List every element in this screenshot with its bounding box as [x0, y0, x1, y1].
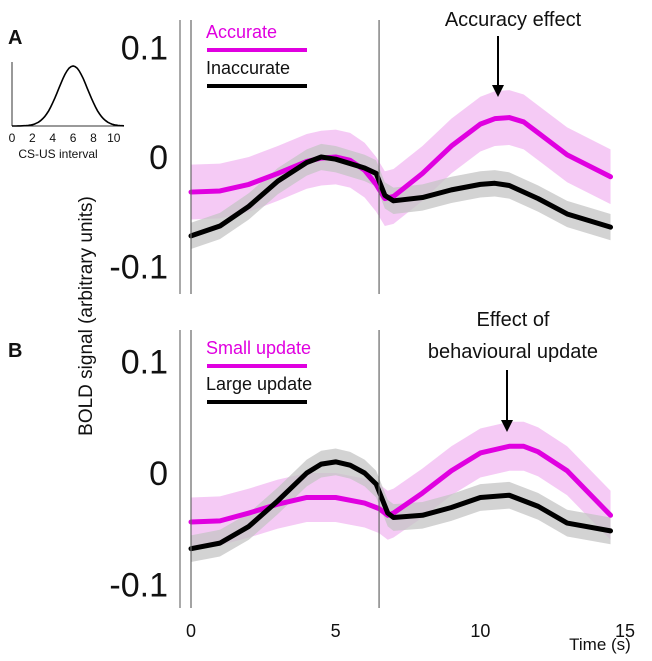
inset-tick-label: 10: [107, 131, 121, 145]
y-tick-label: -0.1: [109, 566, 168, 604]
inset-x-label: CS-US interval: [18, 147, 97, 161]
y-axis-label: BOLD signal (arbitrary units): [76, 196, 97, 436]
annotation-text: behavioural update: [428, 341, 598, 363]
panel-a: 0.1 0 -0.1 Accurate Inaccurate Accuracy effec…: [109, 9, 614, 294]
arrow-head: [501, 420, 513, 432]
x-tick-label: 15: [615, 621, 635, 641]
x-tick-label: 0: [186, 621, 196, 641]
panel-label-a: A: [8, 27, 22, 49]
inset-tick-label: 0: [9, 131, 16, 145]
x-axis-label: Time (s): [569, 635, 631, 654]
annotation-text: Effect of: [476, 309, 549, 331]
series-line-large-update: [188, 459, 614, 552]
inset-plot: 0 2 4 6 8 10 CS-US interval: [9, 62, 125, 161]
panel-b: 0.1 0 -0.1 Small update Large update Effect o…: [109, 309, 614, 608]
legend-label: Small update: [206, 338, 311, 358]
x-tick-label: 5: [331, 621, 341, 641]
inset-gaussian-curve: [12, 65, 125, 127]
inset-tick-label: 6: [70, 131, 77, 145]
inset-tick-label: 8: [90, 131, 97, 145]
confidence-band-small-update: [191, 421, 611, 547]
legend-label: Accurate: [206, 22, 277, 42]
confidence-band-accurate: [191, 90, 611, 227]
inset-tick-label: 2: [29, 131, 36, 145]
y-tick-label: 0: [149, 139, 168, 177]
legend-label: Inaccurate: [206, 58, 290, 78]
inset-tick-label: 4: [49, 131, 56, 145]
x-tick-label: 10: [470, 621, 490, 641]
y-tick-label: 0: [149, 455, 168, 493]
y-tick-label: 0.1: [121, 344, 168, 382]
series-line-accurate: [188, 115, 614, 202]
plot-layer: 0.1 0 -0.1 Accurate Inaccurate Accuracy effec…: [109, 9, 635, 641]
x-axis-ticks: 0 5 10 15: [186, 621, 635, 641]
annotation-text: Accuracy effect: [445, 9, 582, 31]
legend-label: Large update: [206, 374, 312, 394]
series-line-inaccurate: [188, 154, 614, 239]
y-tick-label: 0.1: [121, 29, 168, 67]
y-tick-label: -0.1: [109, 249, 168, 287]
arrow-head: [492, 85, 504, 97]
panel-label-b: B: [8, 340, 22, 362]
